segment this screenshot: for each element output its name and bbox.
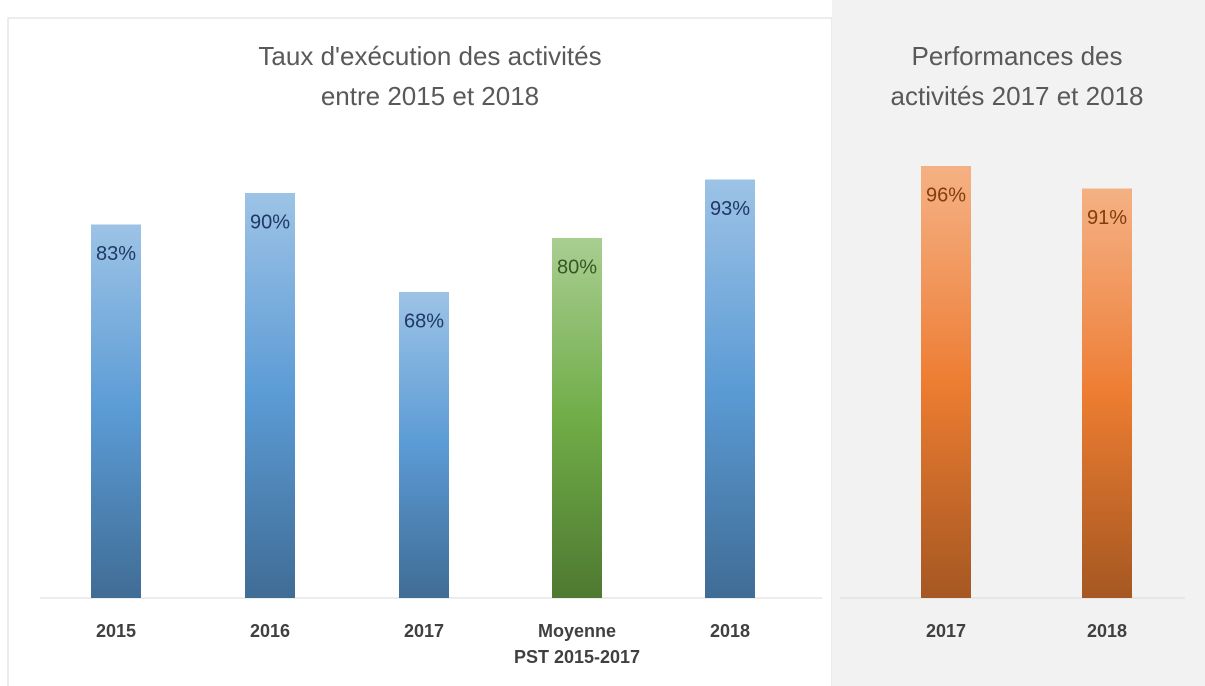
x-tick-label: 2017 bbox=[404, 621, 444, 641]
bar bbox=[705, 179, 755, 598]
bar bbox=[921, 166, 971, 598]
chart-title: activités 2017 et 2018 bbox=[891, 81, 1144, 111]
x-tick-label: 2018 bbox=[1087, 621, 1127, 641]
bar bbox=[245, 193, 295, 598]
bar bbox=[91, 224, 141, 598]
label-line: PST 2015-2017 bbox=[514, 647, 640, 667]
data-label: 93% bbox=[710, 198, 750, 220]
right-panel bbox=[832, 0, 1205, 686]
x-tick-label: 2017 bbox=[926, 621, 966, 641]
data-label: 83% bbox=[96, 243, 136, 265]
x-tick-label: Moyenne PST 2015-2017 bbox=[514, 621, 640, 667]
chart-title: entre 2015 et 2018 bbox=[321, 81, 539, 111]
chart-title: Performances des bbox=[912, 41, 1123, 71]
data-label: 96% bbox=[926, 184, 966, 206]
bar bbox=[399, 292, 449, 598]
data-label: 80% bbox=[557, 256, 597, 278]
data-label: 68% bbox=[404, 310, 444, 332]
x-tick-label: 2015 bbox=[96, 621, 136, 641]
data-label: 91% bbox=[1087, 207, 1127, 229]
bar bbox=[1082, 188, 1132, 598]
chart-title: Taux d'exécution des activités bbox=[258, 41, 601, 71]
x-tick-label: 2016 bbox=[250, 621, 290, 641]
x-tick-label: 2018 bbox=[710, 621, 750, 641]
label-line: Moyenne bbox=[538, 621, 616, 641]
bar bbox=[552, 238, 602, 598]
data-label: 90% bbox=[250, 211, 290, 233]
